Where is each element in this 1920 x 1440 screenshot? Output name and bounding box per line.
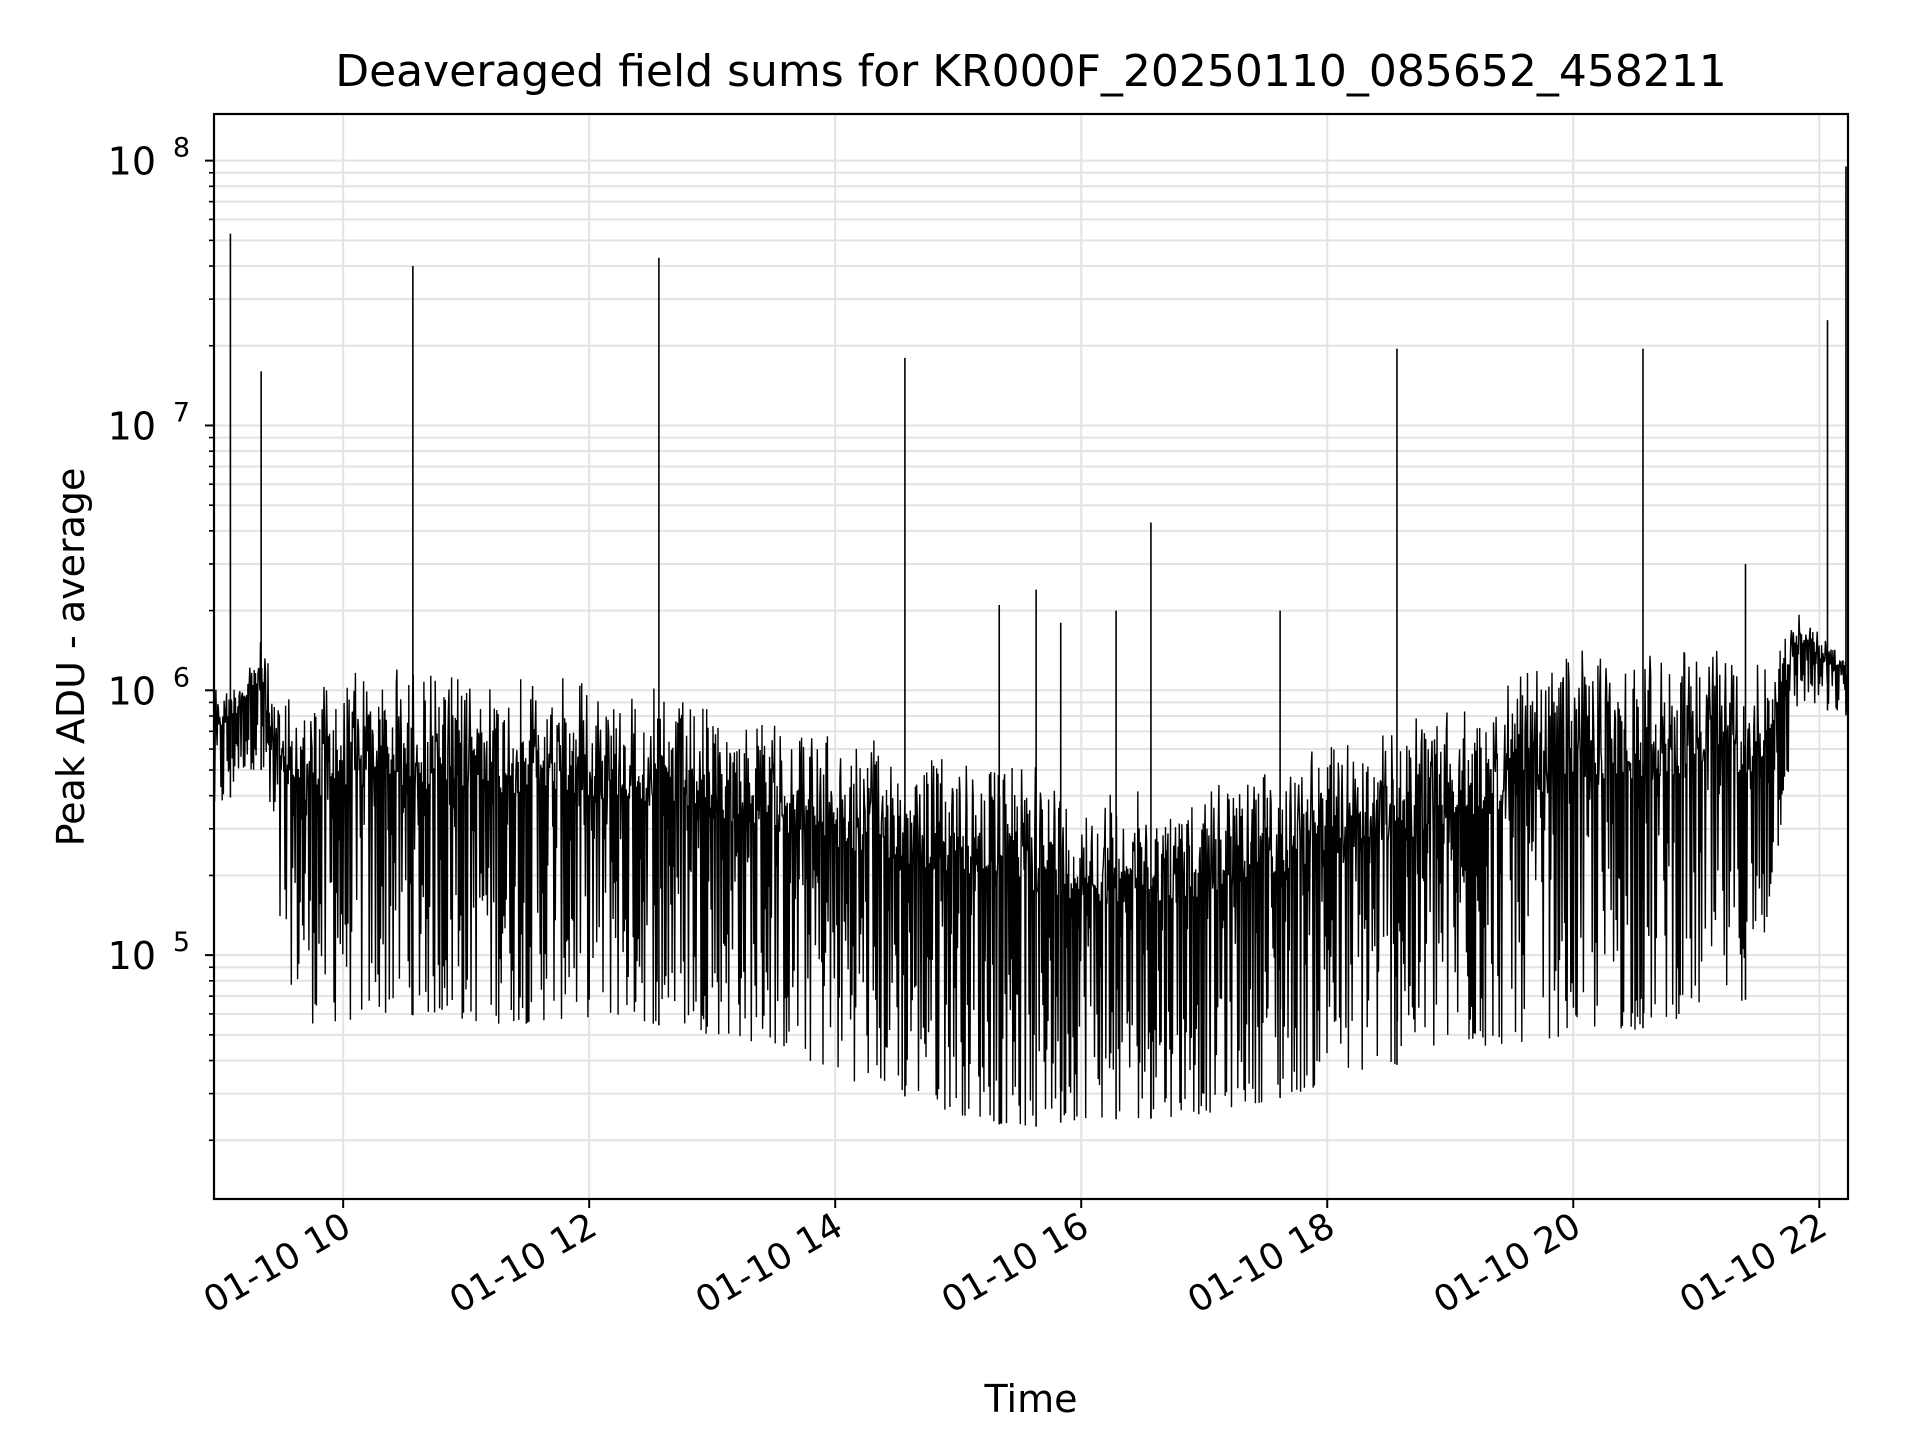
y-tick-label: 10: [108, 404, 156, 448]
y-tick-exponent: 5: [173, 927, 190, 958]
y-axis-ticks: 10 5 10 6 10 7 10 8: [108, 133, 214, 1142]
y-axis-label: Peak ADU - average: [49, 468, 93, 847]
x-axis-label: Time: [984, 1377, 1078, 1421]
y-tick-label: 10: [108, 934, 156, 978]
y-tick-exponent: 7: [173, 397, 190, 428]
y-tick-label: 10: [108, 140, 156, 184]
y-tick-exponent: 8: [173, 133, 190, 164]
chart-title: Deaveraged field sums for KR000F_2025011…: [335, 46, 1727, 97]
y-tick-label: 10: [108, 669, 156, 713]
plot-frame: [212, 112, 1850, 1201]
y-tick-exponent: 6: [173, 662, 190, 693]
plot-area: [213, 166, 1849, 1127]
series-line: [213, 614, 1849, 1126]
